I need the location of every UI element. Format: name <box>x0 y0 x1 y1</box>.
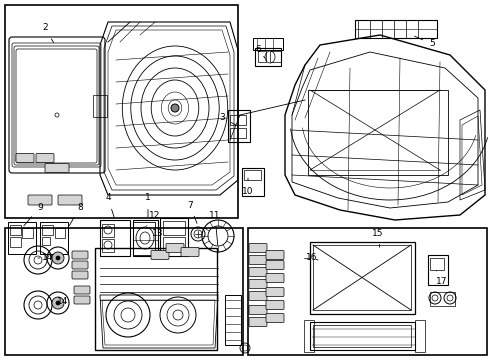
Bar <box>242 168 264 196</box>
Bar <box>10 225 21 235</box>
Bar <box>40 222 68 254</box>
Bar <box>309 242 414 314</box>
FancyBboxPatch shape <box>58 195 82 205</box>
Ellipse shape <box>56 256 60 260</box>
FancyBboxPatch shape <box>248 292 266 301</box>
Bar <box>247 228 486 355</box>
Bar <box>93 95 107 117</box>
FancyBboxPatch shape <box>265 288 284 297</box>
Text: 8: 8 <box>69 202 82 226</box>
FancyBboxPatch shape <box>72 251 88 259</box>
Bar <box>160 218 187 256</box>
FancyBboxPatch shape <box>265 301 284 310</box>
FancyBboxPatch shape <box>72 261 88 269</box>
Bar <box>102 224 114 237</box>
Ellipse shape <box>56 301 60 305</box>
Bar <box>354 20 436 38</box>
FancyBboxPatch shape <box>16 153 34 162</box>
FancyBboxPatch shape <box>45 163 69 172</box>
Ellipse shape <box>171 104 179 112</box>
Bar <box>258 51 265 62</box>
Text: 1: 1 <box>145 194 151 217</box>
Bar <box>229 128 245 138</box>
Bar <box>5 228 243 355</box>
Bar <box>55 228 65 238</box>
Bar <box>427 255 447 285</box>
Text: 6: 6 <box>255 45 264 58</box>
FancyBboxPatch shape <box>248 279 266 288</box>
Bar <box>10 237 21 247</box>
Bar <box>22 228 33 238</box>
Bar <box>8 222 36 254</box>
Bar <box>254 48 281 66</box>
FancyBboxPatch shape <box>28 195 52 205</box>
Bar <box>100 220 130 256</box>
FancyBboxPatch shape <box>74 286 90 294</box>
Text: 15: 15 <box>371 229 383 247</box>
Text: 17: 17 <box>435 270 447 287</box>
Bar <box>42 237 50 245</box>
Bar <box>312 245 410 310</box>
Bar <box>95 248 217 350</box>
Text: 11: 11 <box>209 211 220 245</box>
Bar <box>163 221 184 235</box>
FancyBboxPatch shape <box>248 306 266 315</box>
FancyBboxPatch shape <box>265 274 284 283</box>
Bar <box>429 292 454 306</box>
Text: 12: 12 <box>146 211 161 226</box>
Bar <box>227 110 249 142</box>
Text: 14: 14 <box>57 297 68 306</box>
Bar <box>304 320 313 352</box>
Bar <box>133 222 155 255</box>
Text: 4: 4 <box>105 194 114 217</box>
Ellipse shape <box>52 252 64 264</box>
Bar <box>252 38 283 50</box>
FancyBboxPatch shape <box>248 256 266 265</box>
FancyBboxPatch shape <box>36 153 54 162</box>
Text: 3: 3 <box>219 113 235 125</box>
FancyBboxPatch shape <box>181 248 199 256</box>
Bar <box>269 51 281 62</box>
Bar <box>309 322 414 350</box>
Text: 14: 14 <box>38 253 54 262</box>
Bar <box>133 220 158 256</box>
Text: 2: 2 <box>42 23 54 42</box>
FancyBboxPatch shape <box>265 261 284 270</box>
Text: 5: 5 <box>414 36 434 49</box>
Text: 7: 7 <box>187 201 197 224</box>
Bar <box>229 115 245 125</box>
Bar <box>414 320 424 352</box>
FancyBboxPatch shape <box>248 318 266 327</box>
FancyBboxPatch shape <box>74 296 90 304</box>
Bar <box>5 5 238 218</box>
Text: 10: 10 <box>242 178 253 197</box>
Bar <box>42 225 53 235</box>
Bar <box>307 90 447 175</box>
FancyBboxPatch shape <box>165 243 183 252</box>
FancyBboxPatch shape <box>248 243 266 252</box>
FancyBboxPatch shape <box>72 271 88 279</box>
Bar <box>429 258 443 270</box>
Bar <box>312 325 410 347</box>
FancyBboxPatch shape <box>265 251 284 260</box>
FancyBboxPatch shape <box>151 251 169 260</box>
Bar <box>244 170 261 180</box>
Ellipse shape <box>52 297 64 309</box>
Text: 9: 9 <box>24 202 43 226</box>
Text: 13: 13 <box>152 229 163 245</box>
Bar <box>224 295 241 345</box>
FancyBboxPatch shape <box>265 314 284 323</box>
FancyBboxPatch shape <box>248 267 266 276</box>
Bar <box>163 237 184 251</box>
Bar <box>102 239 114 252</box>
Text: 16: 16 <box>305 253 317 262</box>
